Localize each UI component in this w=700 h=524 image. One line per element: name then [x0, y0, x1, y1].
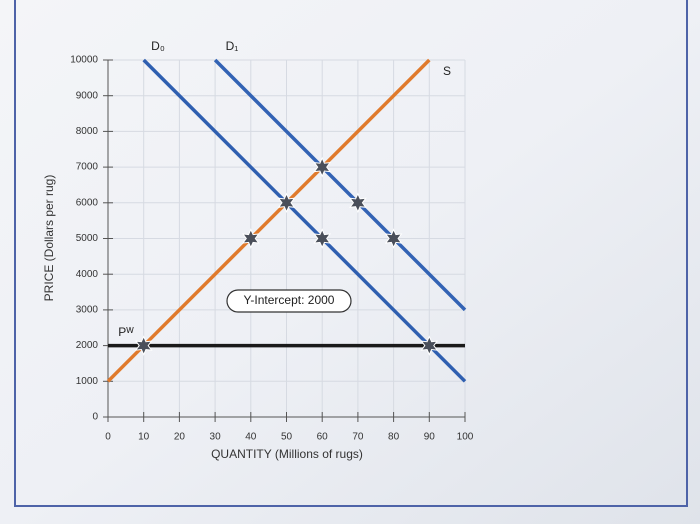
- y-tick-label: 3000: [76, 305, 99, 316]
- x-tick-label: 80: [388, 432, 400, 443]
- series-line: [142, 58, 467, 383]
- x-tick-label: 50: [281, 432, 293, 443]
- y-axis-title: PRICE (Dollars per rug): [42, 175, 56, 302]
- point-marker: [349, 192, 367, 214]
- point-marker: [384, 228, 403, 249]
- point-marker: [313, 156, 332, 178]
- series-label: D₁: [226, 39, 239, 53]
- x-tick-label: 60: [317, 432, 329, 443]
- y-tick-label: 6000: [76, 197, 99, 208]
- x-tick-label: 100: [457, 432, 474, 443]
- y-tick-label: 8000: [76, 126, 99, 137]
- frame: [14, 0, 688, 507]
- y-tick-label: 0: [92, 412, 98, 423]
- y-tick-label: 1000: [76, 376, 99, 387]
- y-tick-label: 4000: [76, 269, 99, 280]
- y-tick-label: 9000: [76, 90, 99, 101]
- point-marker: [241, 228, 260, 249]
- point-marker: [134, 335, 153, 356]
- x-tick-label: 10: [138, 432, 150, 443]
- y-tick-label: 10000: [70, 55, 98, 66]
- point-marker: [420, 335, 439, 356]
- x-tick-label: 0: [105, 432, 111, 443]
- x-tick-label: 40: [245, 432, 257, 443]
- x-tick-label: 30: [210, 432, 222, 443]
- series-label: D₀: [151, 39, 165, 53]
- series-label: Pᵂ: [118, 325, 134, 339]
- y-tick-label: 2000: [76, 340, 99, 351]
- y-tick-label: 7000: [76, 162, 99, 173]
- series-label: S: [443, 64, 451, 78]
- x-tick-label: 90: [424, 432, 436, 443]
- x-tick-label: 70: [352, 432, 364, 443]
- point-marker: [277, 192, 296, 214]
- point-marker: [313, 228, 332, 249]
- annotation-box: [226, 289, 352, 313]
- series-line: [213, 58, 467, 312]
- x-axis-title: QUANTITY (Millions of rugs): [211, 447, 363, 461]
- series-line: [106, 58, 431, 383]
- y-tick-label: 5000: [76, 233, 99, 244]
- x-tick-label: 20: [174, 432, 186, 443]
- annotation: Y-Intercept: 2000: [244, 293, 335, 307]
